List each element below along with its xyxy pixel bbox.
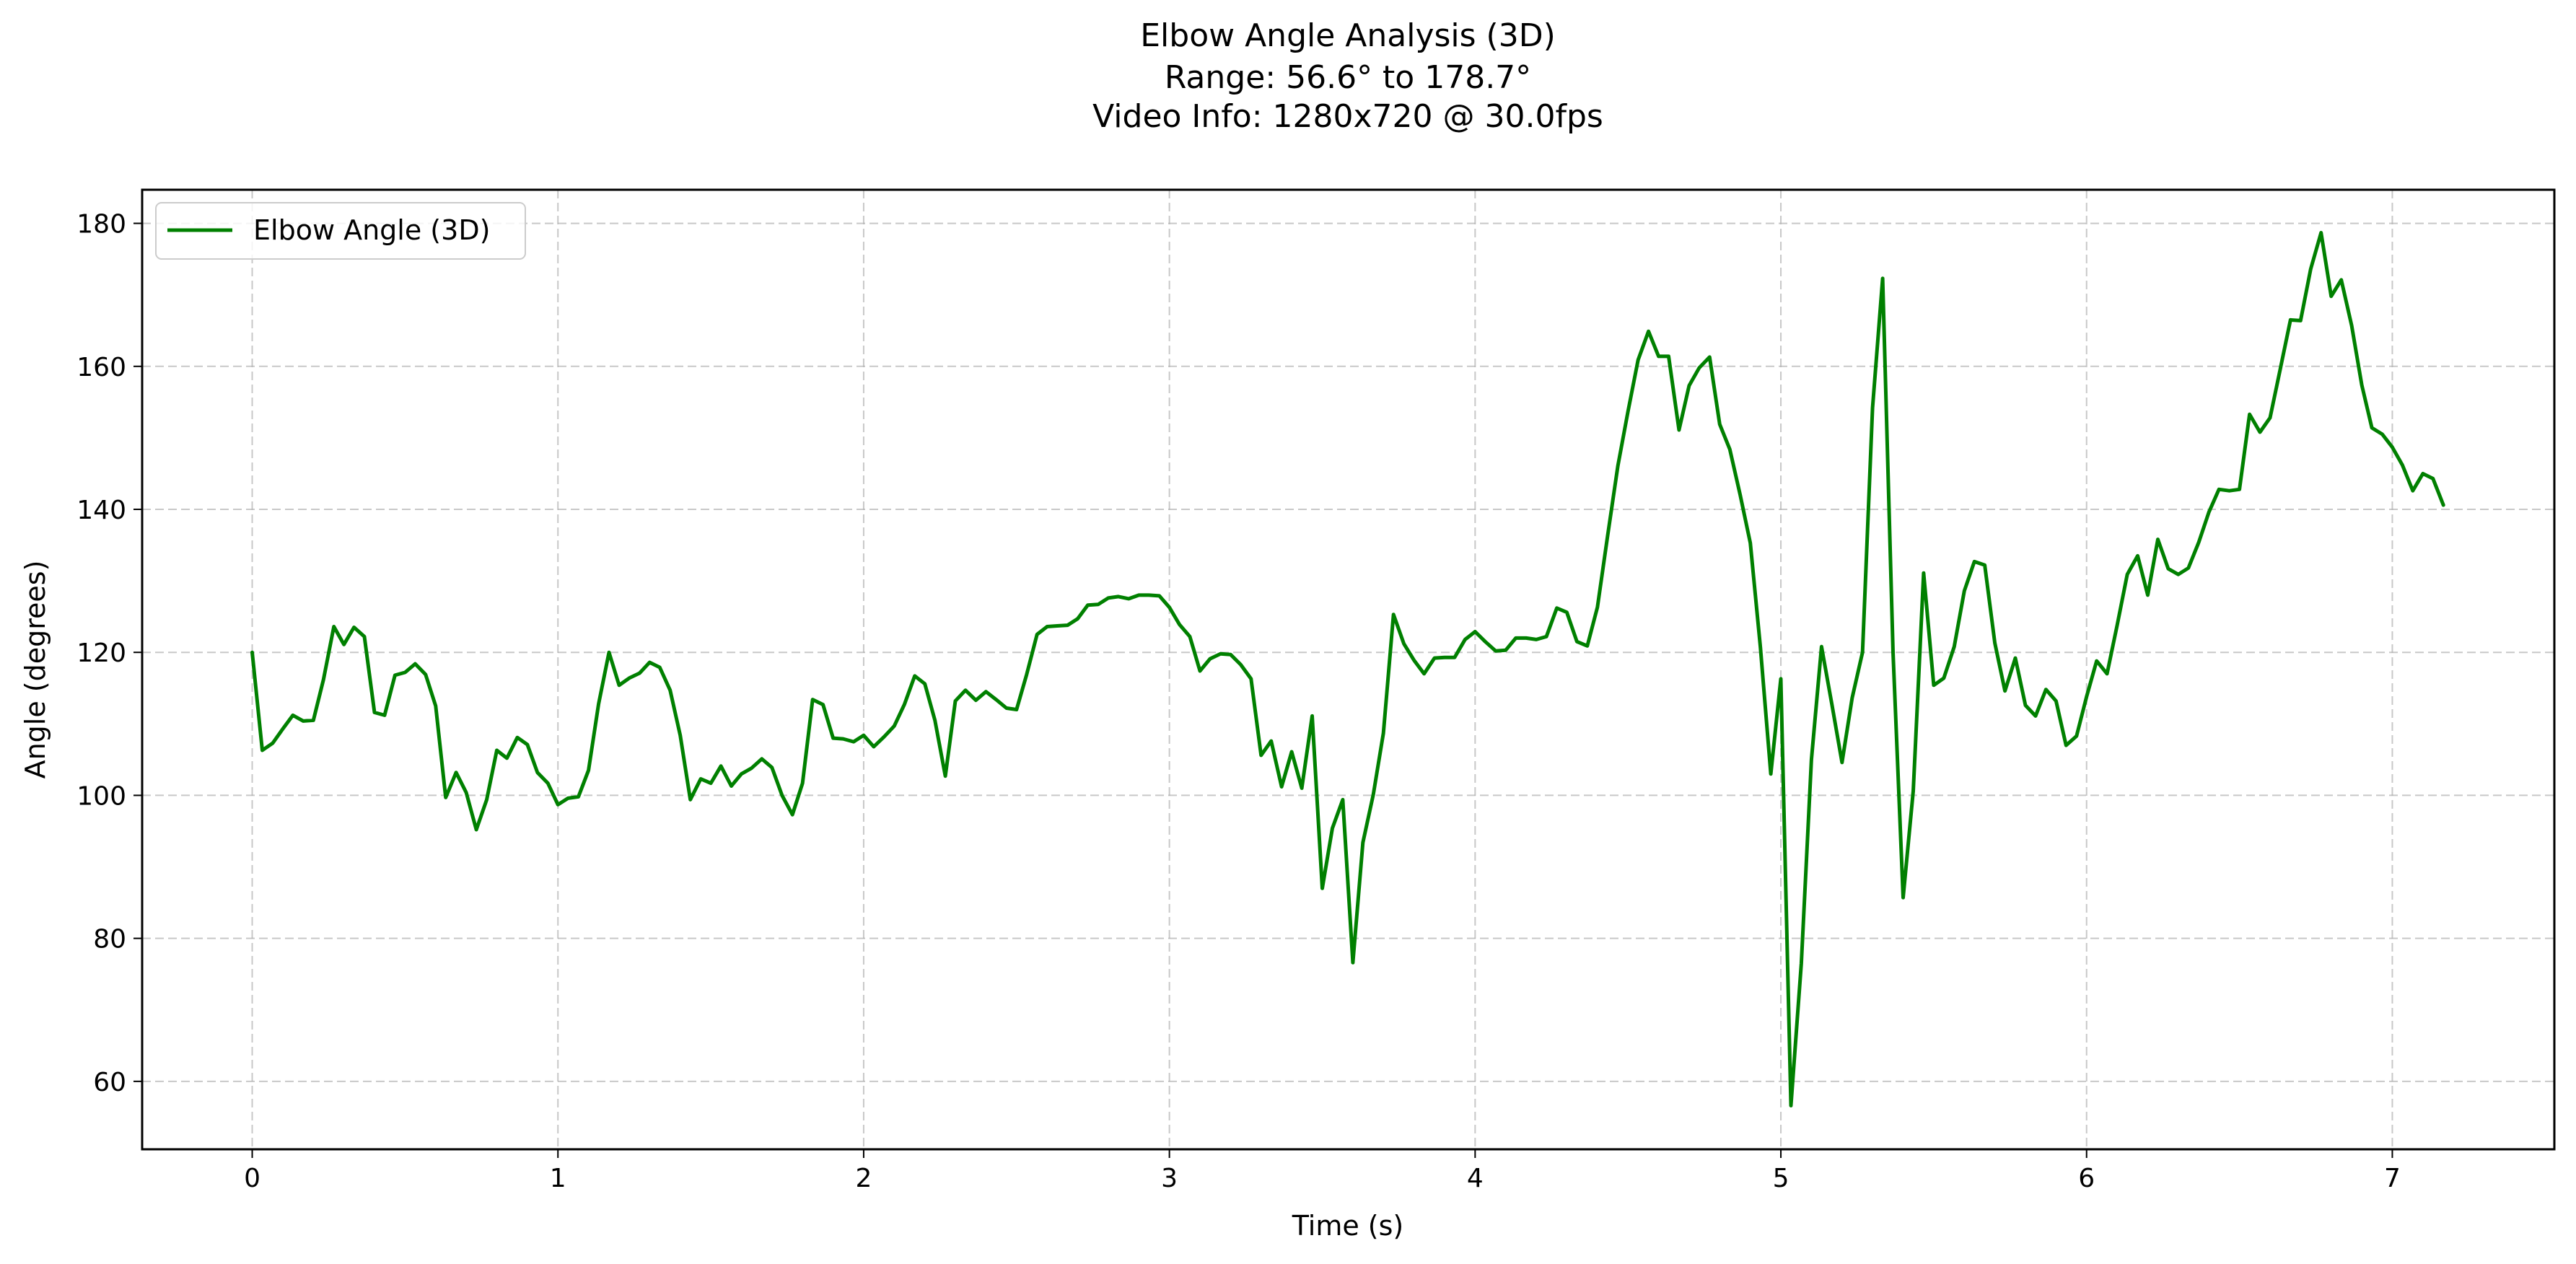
y-tick-label: 60: [93, 1068, 126, 1097]
y-tick-label: 100: [76, 781, 126, 811]
y-axis-label: Angle (degrees): [19, 561, 51, 779]
y-tick-label: 80: [93, 925, 126, 954]
y-tick-label: 140: [76, 496, 126, 525]
grid-lines: [142, 190, 2554, 1149]
x-tick-label: 0: [244, 1164, 260, 1193]
axis-ticks: 0 1 2 3 4 5 6 7 60 80 100 120 140 160 180: [76, 210, 2401, 1193]
chart-subtitle-video-info: Video Info: 1280x720 @ 30.0fps: [1092, 98, 1603, 135]
x-tick-label: 7: [2384, 1164, 2401, 1193]
legend: Elbow Angle (3D): [155, 202, 526, 260]
series-line: [250, 231, 2445, 1107]
y-tick-label: 160: [76, 353, 126, 382]
y-tick-label: 180: [76, 210, 126, 240]
chart-subtitle-range: Range: 56.6° to 178.7°: [1165, 59, 1531, 96]
x-tick-label: 6: [2078, 1164, 2095, 1193]
x-tick-label: 5: [1773, 1164, 1789, 1193]
x-axis-label: Time (s): [1292, 1210, 1404, 1242]
plot-frame: [141, 188, 2556, 1151]
x-tick-label: 3: [1161, 1164, 1178, 1193]
x-tick-label: 2: [855, 1164, 872, 1193]
x-tick-label: 4: [1467, 1164, 1484, 1193]
y-tick-label: 120: [76, 638, 126, 668]
x-tick-label: 1: [550, 1164, 566, 1193]
legend-label: Elbow Angle (3D): [253, 214, 490, 246]
legend-box: [155, 202, 526, 260]
chart-title: Elbow Angle Analysis (3D): [1140, 17, 1556, 54]
series-layer: [250, 231, 2445, 1107]
